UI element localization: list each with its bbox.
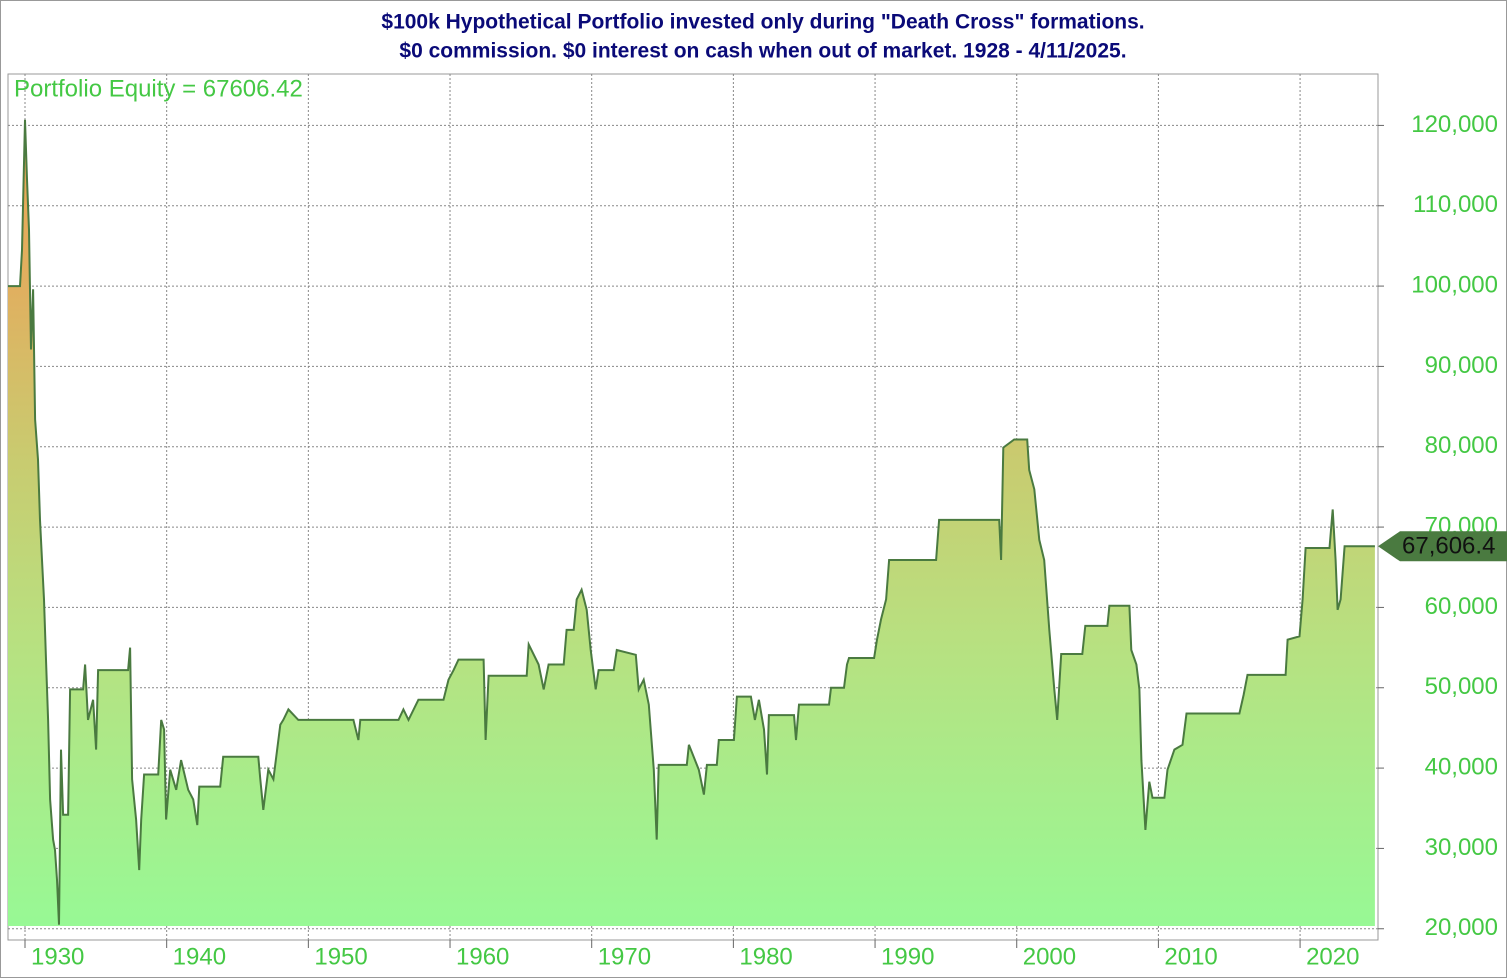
chart-subtitle: $0 commission. $0 interest on cash when … — [399, 40, 1126, 63]
area — [8, 119, 1375, 927]
x-tick-label: 1930 — [31, 943, 84, 970]
x-tick-label: 1960 — [456, 943, 509, 970]
last-value-marker — [1378, 531, 1507, 562]
y-tick-label: 100,000 — [1411, 271, 1498, 298]
y-tick-label: 60,000 — [1425, 593, 1498, 620]
x-tick-label: 1990 — [881, 943, 934, 970]
x-tick-label: 1980 — [739, 943, 792, 970]
y-tick-label: 30,000 — [1425, 834, 1498, 861]
x-tick-label: 2020 — [1306, 943, 1359, 970]
y-tick-label: 80,000 — [1425, 432, 1498, 459]
y-tick-label: 40,000 — [1425, 753, 1498, 780]
x-tick-label: 1950 — [314, 943, 367, 970]
x-tick-label: 1970 — [598, 943, 651, 970]
x-tick-label: 2000 — [1023, 943, 1076, 970]
y-tick-label: 120,000 — [1411, 111, 1498, 138]
y-tick-label: 90,000 — [1425, 352, 1498, 379]
x-tick-label: 2010 — [1164, 943, 1217, 970]
chart-title: $100k Hypothetical Portfolio invested on… — [381, 11, 1144, 34]
y-tick-label: 110,000 — [1413, 191, 1498, 218]
x-tick-label: 1940 — [173, 943, 226, 970]
y-tick-label: 20,000 — [1425, 914, 1498, 941]
line — [8, 119, 1375, 925]
y-tick-label: 50,000 — [1425, 673, 1498, 700]
last-value-label: 67,606.4 — [1402, 533, 1495, 560]
legend-entry: Portfolio Equity = 67606.42 — [14, 75, 303, 102]
